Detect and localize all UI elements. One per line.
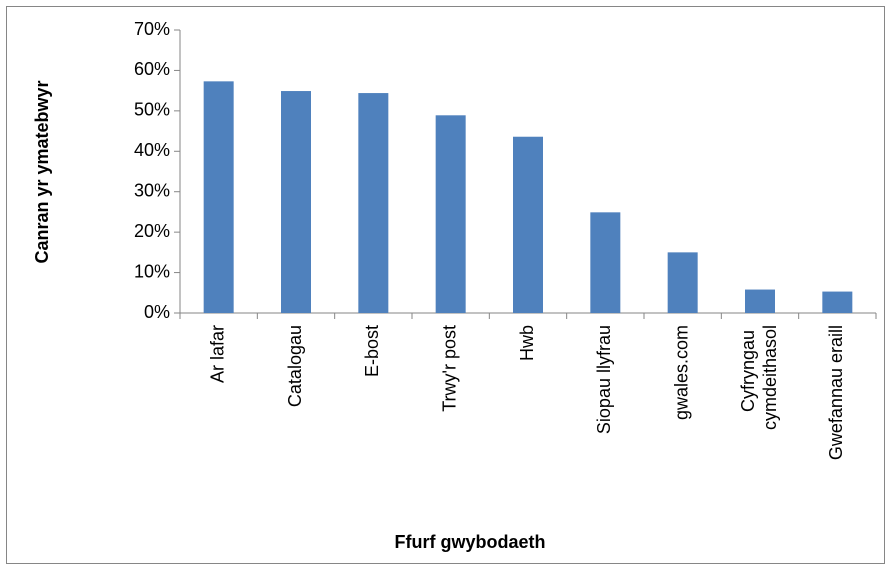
bar bbox=[667, 252, 698, 313]
y-tick-label: 70% bbox=[134, 19, 170, 39]
y-tick-label: 10% bbox=[134, 261, 170, 281]
bar bbox=[281, 91, 311, 313]
y-tick-label: 20% bbox=[134, 221, 170, 241]
bar bbox=[745, 289, 775, 313]
x-tick-label: Cyfryngau cymdeithasol bbox=[738, 325, 780, 430]
x-tick-label: Gwefannau eraill bbox=[826, 325, 846, 460]
bar bbox=[435, 115, 466, 313]
y-tick-label: 60% bbox=[134, 59, 170, 79]
bar bbox=[590, 212, 621, 313]
bar bbox=[822, 291, 853, 313]
y-tick-label: 50% bbox=[134, 100, 170, 120]
y-axis-title: Canran yr ymatebwyr bbox=[32, 80, 52, 263]
x-tick-label: E-bost bbox=[362, 325, 382, 377]
x-tick-label: Siopau llyfrau bbox=[594, 325, 614, 434]
y-tick-label: 0% bbox=[144, 302, 170, 322]
y-tick-label: 30% bbox=[134, 180, 170, 200]
x-tick-label: Catalogau bbox=[285, 325, 305, 407]
x-tick-label: Ar lafar bbox=[207, 325, 227, 383]
bar bbox=[203, 81, 234, 313]
x-tick-label: Hwb bbox=[517, 325, 537, 361]
x-axis-title: Ffurf gwybodaeth bbox=[395, 532, 546, 552]
x-tick-label: gwales.com bbox=[671, 325, 691, 420]
bar bbox=[358, 93, 389, 313]
bar bbox=[513, 136, 543, 313]
x-tick-label: Trwy'r post bbox=[439, 325, 459, 412]
y-tick-label: 40% bbox=[134, 140, 170, 160]
